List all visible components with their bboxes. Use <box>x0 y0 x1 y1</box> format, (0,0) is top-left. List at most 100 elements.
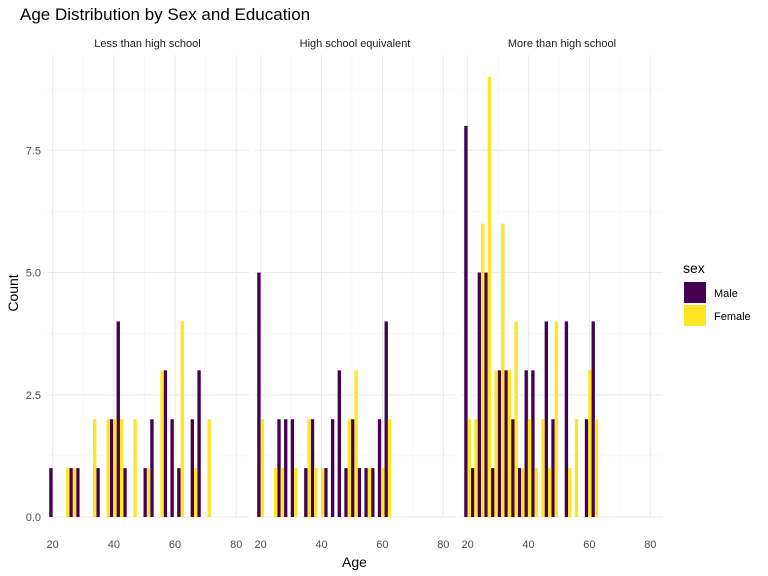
bar-female <box>72 468 77 517</box>
bar-female <box>119 419 124 517</box>
bar-female <box>480 223 485 517</box>
bar-female <box>514 321 518 517</box>
legend-label: Female <box>714 311 751 323</box>
bar-male <box>337 370 341 517</box>
bar-female <box>194 468 198 517</box>
facet-strip-label: More than high school <box>508 38 616 50</box>
facet-strip-label: Less than high school <box>94 38 200 50</box>
bar-female <box>280 468 285 517</box>
bar-female <box>487 77 492 517</box>
bar-female <box>467 419 471 517</box>
bar-female <box>387 419 392 517</box>
bar-male <box>170 419 174 517</box>
bar-male <box>377 419 382 517</box>
y-tick-label: 5.0 <box>26 268 41 280</box>
bar-female <box>93 419 97 517</box>
legend: sex Male Female <box>683 260 751 326</box>
bar-male <box>384 321 388 517</box>
bar-female <box>294 468 298 517</box>
facet-panels: Less than high school 20 40 60 80 High school… <box>46 38 663 551</box>
bar-female <box>367 468 372 517</box>
bar-male <box>357 468 362 517</box>
x-tick-label: 20 <box>461 539 473 551</box>
y-axis-ticks: 0.0 2.5 5.0 7.5 <box>26 145 41 524</box>
bar-male <box>364 468 368 517</box>
x-tick-label: 80 <box>230 539 242 551</box>
x-tick-label: 80 <box>437 539 449 551</box>
bar-female <box>568 468 572 517</box>
bar-male <box>96 468 100 517</box>
bar-male <box>504 370 508 517</box>
bar-male <box>477 272 481 517</box>
x-tick-label: 60 <box>583 539 595 551</box>
bar-male <box>344 468 348 517</box>
bar-female <box>320 468 325 517</box>
bar-female <box>507 370 512 517</box>
bar-male <box>277 419 281 517</box>
bar-male <box>564 321 569 517</box>
bar-male <box>109 419 114 517</box>
bar-female <box>474 419 478 517</box>
bar-female <box>521 468 525 517</box>
bar-female <box>547 468 552 517</box>
bar-male <box>284 419 288 517</box>
x-tick-label: 20 <box>46 539 58 551</box>
bar-female <box>260 419 264 517</box>
bar-male <box>49 468 53 517</box>
y-tick-label: 7.5 <box>26 145 41 157</box>
bar-female <box>574 419 579 517</box>
bar-female <box>541 419 545 517</box>
y-tick-label: 0.0 <box>26 512 41 524</box>
bar-female <box>354 370 358 517</box>
bar-male <box>257 272 261 517</box>
bar-male <box>197 370 201 517</box>
bar-male <box>190 419 195 517</box>
bar-male <box>116 321 120 517</box>
bar-male <box>464 125 468 517</box>
bar-male <box>163 370 168 517</box>
bar-male <box>524 370 528 517</box>
bar-male <box>324 468 328 517</box>
bar-female <box>501 223 505 517</box>
y-tick-label: 2.5 <box>26 390 41 402</box>
facet-panel: More than high school 20 40 60 80 <box>461 38 663 551</box>
x-tick-label: 40 <box>108 539 120 551</box>
bar-female <box>146 468 151 517</box>
bar-male <box>371 468 375 517</box>
x-tick-label: 80 <box>644 539 656 551</box>
facet-panel: High school equivalent 20 40 60 80 <box>254 38 456 551</box>
bar-male <box>470 468 475 517</box>
bar-male <box>491 468 495 517</box>
bar-male <box>304 468 308 517</box>
x-tick-label: 20 <box>254 539 266 551</box>
bar-male <box>143 468 147 517</box>
x-tick-label: 40 <box>522 539 534 551</box>
bar-female <box>554 321 559 517</box>
bar-male <box>351 419 355 517</box>
bar-female <box>307 419 311 517</box>
x-tick-label: 40 <box>315 539 327 551</box>
bar-female <box>180 321 184 517</box>
facet-panel: Less than high school 20 40 60 80 <box>46 38 249 551</box>
bar-female <box>273 468 278 517</box>
legend-label: Male <box>714 288 738 300</box>
bar-female <box>381 468 385 517</box>
bar-male <box>290 419 295 517</box>
bar-male <box>591 321 595 517</box>
x-tick-label: 60 <box>169 539 181 551</box>
bar-male <box>484 272 488 517</box>
bar-male <box>497 370 502 517</box>
facet-strip-label: High school equivalent <box>300 38 411 50</box>
legend-key-male <box>684 282 706 303</box>
bar-female <box>534 468 538 517</box>
bar-female <box>588 370 592 517</box>
bar-male <box>551 419 555 517</box>
bar-male <box>123 468 127 517</box>
bar-female <box>207 419 211 517</box>
y-axis-title: Count <box>5 274 21 311</box>
bar-female <box>347 419 352 517</box>
chart-title: Age Distribution by Sex and Education <box>20 5 310 24</box>
bar-male <box>69 468 73 517</box>
bar-female <box>527 419 532 517</box>
